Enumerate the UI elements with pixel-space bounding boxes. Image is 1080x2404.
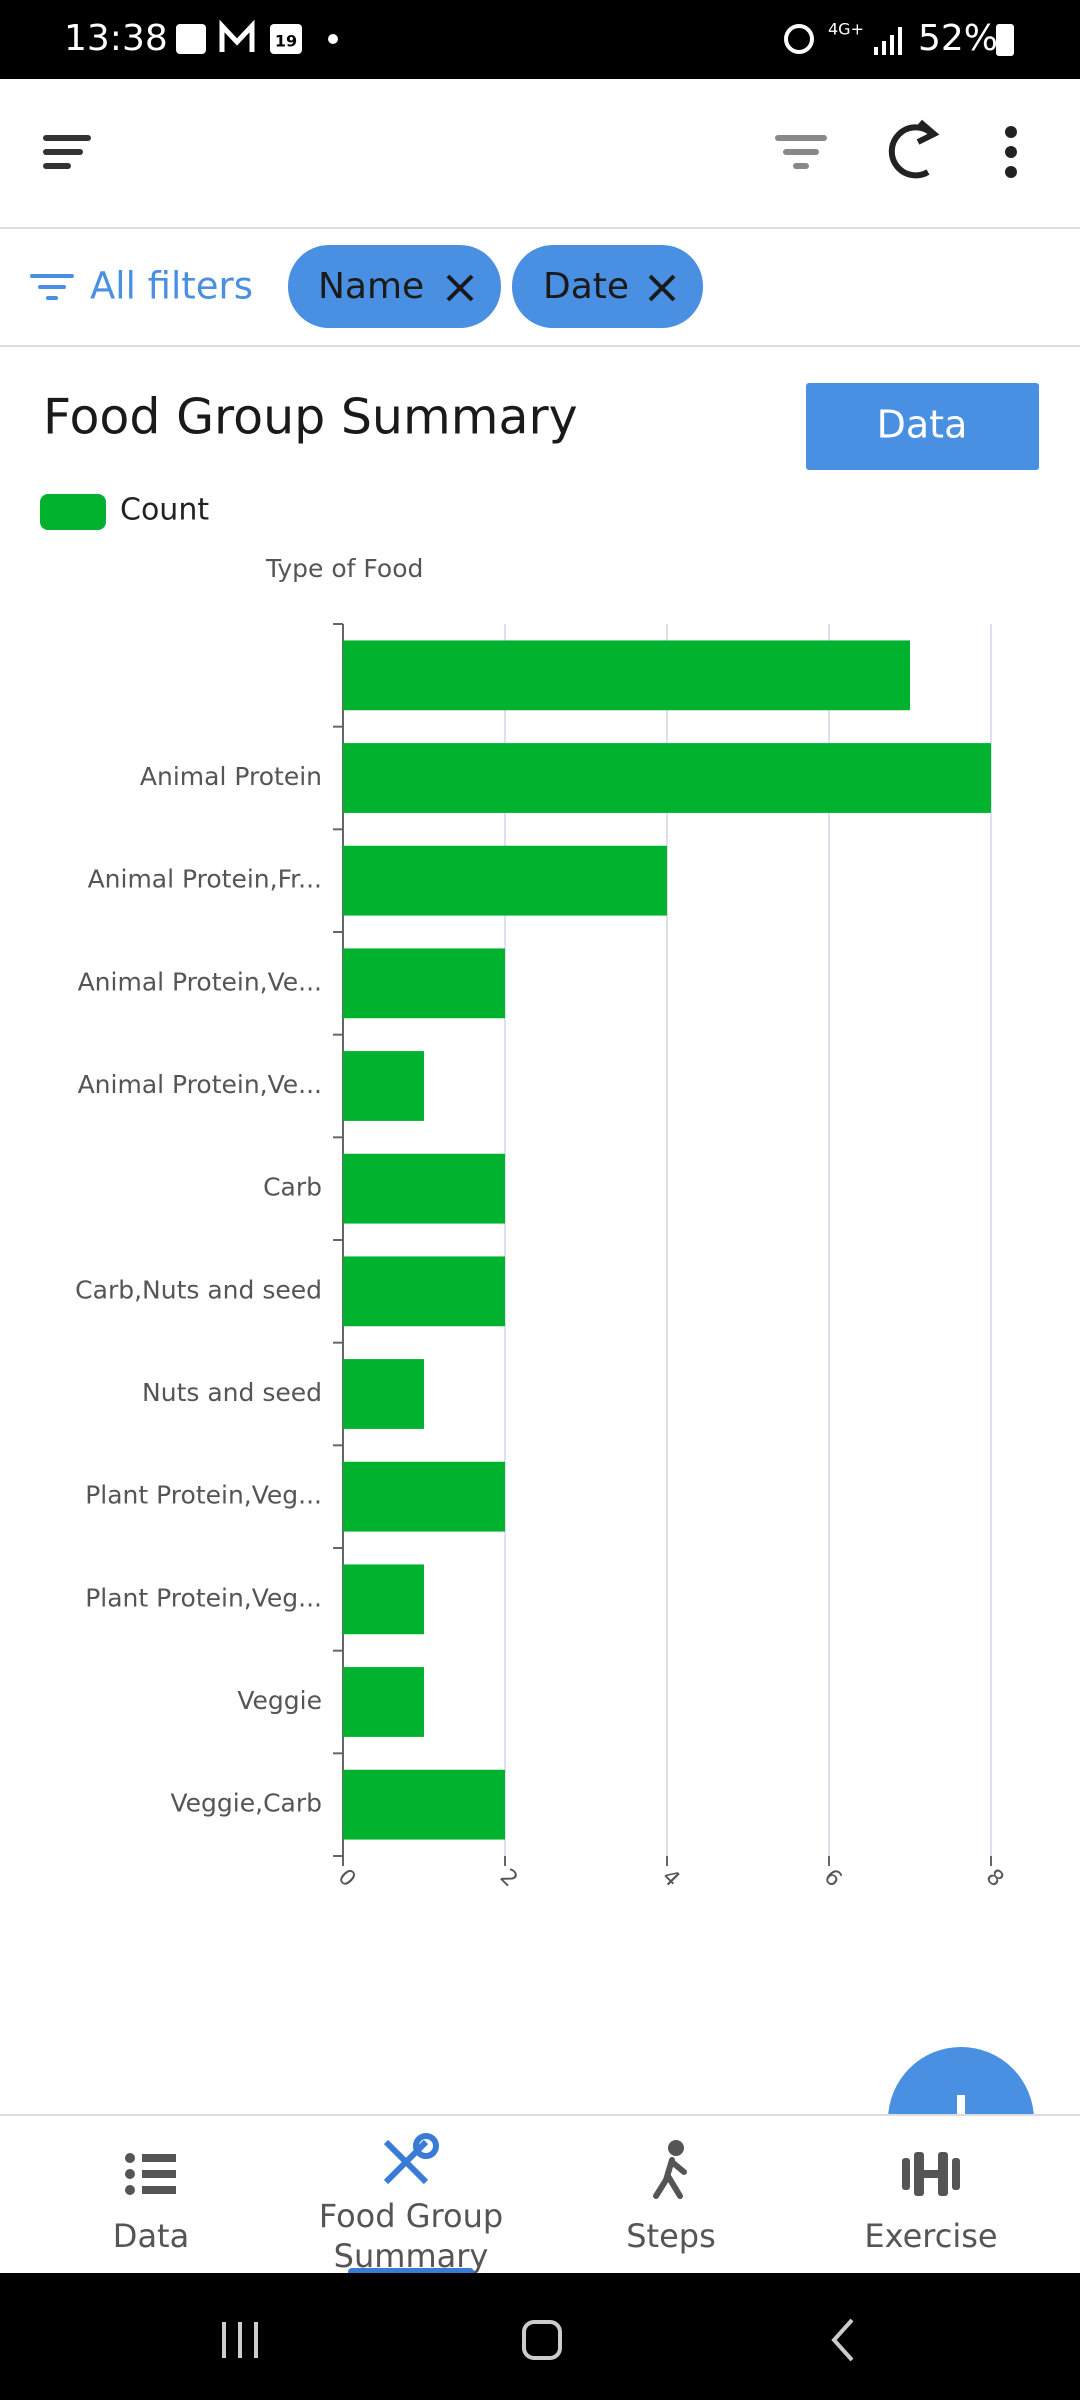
x-tick-label: 4 [657, 1865, 685, 1893]
gallery-icon [176, 24, 206, 54]
dot [328, 34, 338, 44]
page-title: Food Group Summary [43, 389, 578, 446]
bar [343, 743, 991, 813]
x-tick-label: 6 [819, 1865, 847, 1893]
gmail-icon [219, 19, 255, 52]
all-filters[interactable]: All filters [90, 265, 253, 308]
battery-icon [996, 24, 1014, 56]
alarm-icon [784, 24, 814, 54]
bar [343, 1153, 505, 1224]
bar [343, 640, 910, 711]
chip-close[interactable] [648, 274, 676, 302]
system-nav [0, 2273, 1080, 2400]
category-label: Carb,Nuts and seed [75, 1275, 322, 1304]
nav-label[interactable]: Data [113, 2217, 189, 2255]
x-tick-label: 0 [333, 1865, 361, 1893]
signal-icon [874, 27, 902, 55]
nav-label[interactable]: Steps [626, 2217, 716, 2255]
bar [343, 948, 505, 1019]
category-label: Plant Protein,Veg... [85, 1583, 322, 1612]
category-label: Veggie,Carb [171, 1789, 322, 1818]
calendar-day: 19 [275, 32, 297, 51]
calendar-icon [270, 24, 302, 54]
refresh-arrow [916, 119, 940, 145]
chip[interactable] [512, 245, 703, 328]
chip-close[interactable] [446, 274, 474, 302]
category-label: Animal Protein [140, 762, 322, 791]
filter-icon [30, 274, 74, 300]
bar [343, 845, 667, 916]
category-label: Animal Protein,Ve... [78, 1070, 322, 1099]
bar [343, 1051, 424, 1121]
category-label: Plant Protein,Veg... [85, 1481, 322, 1510]
chip-label: Date [543, 266, 629, 307]
network-type: 4G+ [828, 20, 864, 39]
bar [343, 1769, 505, 1840]
chart: Count Type of Food 0 2 4 6 8 Animal Protein Anim… [40, 493, 1009, 1893]
food-icon [383, 2133, 439, 2185]
nav-label[interactable]: Exercise [864, 2217, 997, 2255]
more-button[interactable] [1005, 126, 1017, 178]
legend-swatch [40, 494, 106, 530]
bar [343, 1667, 424, 1737]
x-tick-label: 2 [495, 1865, 523, 1893]
chip-label: Name [318, 266, 424, 307]
fab-icon [957, 2095, 965, 2115]
bar [343, 1256, 505, 1327]
steps-icon [653, 2140, 687, 2199]
system-buttons[interactable] [222, 2318, 854, 2362]
category-label: Animal Protein,Ve... [78, 967, 322, 996]
refresh-button[interactable] [888, 124, 932, 179]
category-label: Animal Protein,Fr... [88, 865, 322, 894]
bar [343, 1359, 424, 1429]
clock: 13:38 [64, 18, 168, 59]
exercise-icon [902, 2152, 960, 2196]
category-label: Veggie [237, 1686, 322, 1715]
data-button[interactable] [806, 383, 1039, 470]
category-label: Carb [263, 1173, 322, 1202]
menu-button[interactable] [43, 135, 91, 169]
data-button-label: Data [877, 403, 968, 447]
axis-title: Type of Food [265, 554, 423, 583]
data-icon [125, 2153, 176, 2195]
legend-label: Count [120, 493, 209, 528]
bottom-nav-bg [0, 2115, 1080, 2273]
bar [343, 1461, 505, 1532]
filter-button[interactable] [775, 135, 827, 169]
battery-text: 52% [918, 18, 998, 59]
category-label: Nuts and seed [142, 1378, 322, 1407]
x-tick-label: 8 [981, 1865, 1009, 1893]
bar [343, 1564, 424, 1635]
chip[interactable] [288, 245, 501, 328]
